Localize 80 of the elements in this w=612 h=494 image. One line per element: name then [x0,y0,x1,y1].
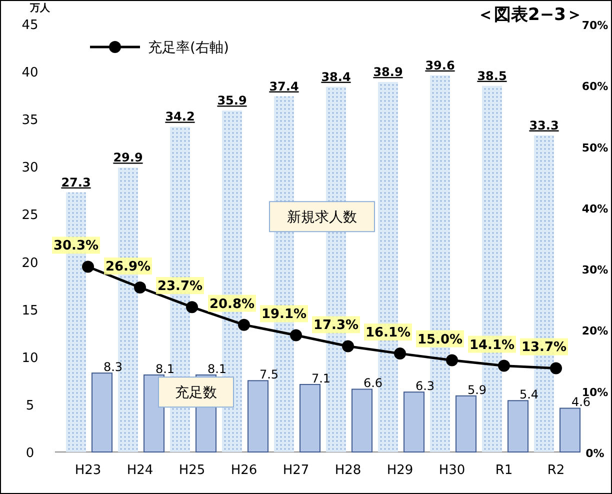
bar [456,395,476,452]
x-tick-label: H23 [74,463,102,478]
data-label: 5.4 [519,388,539,402]
data-label: 35.9 [217,94,247,108]
data-label: 5.9 [467,382,487,397]
y-tick-label: 15 [22,303,38,318]
data-label: 38.4 [321,70,351,84]
data-label: 6.6 [363,376,383,390]
y-tick-label: 35 [22,113,38,128]
data-label: 33.3 [529,118,559,132]
y-tick-label: 5 [26,398,34,414]
y2-tick-label: 40% [582,202,608,216]
x-tick-label: H30 [438,463,466,478]
x-tick-label: H25 [178,463,206,478]
y-tick-label: 10 [22,350,38,366]
y2-tick-label: 70% [582,19,608,32]
x-tick-label: H28 [334,463,362,478]
point [394,348,406,360]
x-tick-label: R2 [547,463,565,478]
data-label: 17.3% [313,318,359,334]
bar [92,372,112,452]
data-label: 37.4 [269,79,299,94]
point [550,362,562,374]
data-label: 27.3 [61,175,91,190]
point [290,329,302,342]
bar [560,408,580,452]
data-label: 19.1% [261,307,307,322]
x-tick-label: H27 [282,463,310,478]
x-tick-label: H26 [230,463,258,478]
bar [352,388,372,452]
data-label: 7.1 [311,371,331,386]
x-tick-label: R1 [495,463,513,478]
data-label: 8.3 [103,360,123,374]
y-tick-label: 0 [26,446,34,461]
y-tick-label: 20 [22,256,38,271]
y2-tick-label: 50% [582,141,608,154]
data-label: 30.3% [53,238,99,254]
data-label: 14.1% [469,338,515,353]
data-label: 15.0% [417,332,463,348]
point [238,318,250,331]
point [186,301,198,314]
point [134,282,146,294]
data-label: 29.9 [113,150,143,165]
series-label: 新規求人数 [287,210,357,226]
data-label: 26.9% [105,260,151,275]
data-label: 34.2 [165,110,195,124]
data-label: 39.6 [425,58,455,72]
point [82,260,94,273]
y2-tick-label: 30% [582,264,608,277]
y2-tick-label: 20% [582,324,608,338]
bar [300,384,320,452]
data-label: 8.1 [155,362,175,376]
y2-tick-label: 60% [582,80,608,94]
data-label: 8.1 [207,362,227,376]
data-label: 38.9 [373,65,403,80]
point [342,340,354,352]
y-tick-label: 40 [22,66,38,81]
y-tick-label: 45 [22,18,38,33]
data-label: 38.5 [477,68,507,83]
chart-title: ＜図表2−3＞ [477,5,583,25]
series-label: 充足数 [175,385,217,402]
data-label: 7.5 [259,368,279,382]
point [498,360,510,372]
bar [248,380,268,452]
point [446,354,458,366]
bar [404,392,424,452]
data-label: 20.8% [209,296,255,312]
x-tick-label: H29 [386,463,414,478]
y-tick-label: 30 [22,160,38,176]
legend-label: 充足率(右軸) [148,40,229,56]
bar [508,400,528,452]
y2-tick-label: 0% [586,447,604,460]
y-tick-label: 25 [22,208,38,224]
x-tick-label: H24 [126,463,154,478]
data-label: 13.7% [521,340,567,356]
y-axis-title: 万人 [29,2,51,14]
data-label: 16.1% [365,326,411,341]
data-label: 23.7% [157,279,203,294]
data-label: 4.6 [571,395,591,410]
data-label: 6.3 [415,379,435,394]
